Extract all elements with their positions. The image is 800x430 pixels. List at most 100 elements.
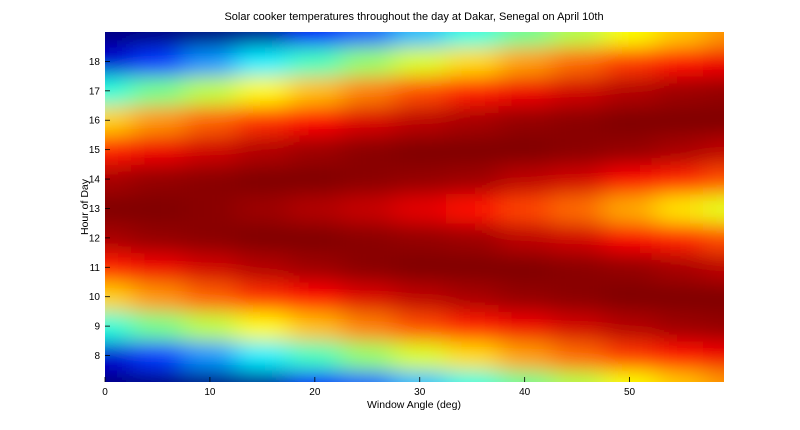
heatmap-cell [341,370,395,382]
heatmap-cell [183,252,237,283]
heatmap-cell [131,311,185,342]
heatmap-cell [498,370,552,382]
heatmap-cell [445,134,499,165]
y-tick-label: 8 [94,351,100,362]
heatmap-cell [703,76,724,107]
heatmap-cell [183,223,237,254]
y-tick-label: 11 [90,263,101,274]
x-tick-label: 10 [204,387,216,398]
heatmap-cell [288,32,342,48]
heatmap-cell [603,311,657,342]
heatmap-cell [393,164,447,195]
heatmap-cell [550,105,604,136]
heatmap-cell [288,311,342,342]
heatmap-cell [131,164,185,195]
heatmap-cell [603,164,657,195]
heatmap-cell [236,223,290,254]
heatmap-cell [655,311,704,342]
heatmap-cell [703,46,724,77]
heatmap-cell [341,105,395,136]
heatmap-cell [703,340,724,371]
heatmap-cell [131,46,185,77]
heatmap-cell [498,105,552,136]
heatmap-cell [236,46,290,77]
y-tick-label: 12 [89,233,101,244]
heatmap-cell [498,282,552,312]
heatmap-cell [236,134,290,165]
heatmap-cell [131,282,185,312]
heatmap-cell [288,223,342,254]
heatmap-cell [393,134,447,165]
heatmap-cell [498,76,552,107]
heatmap-cell [550,340,604,371]
heatmap-cell [105,32,132,48]
x-axis-label: Window Angle (deg) [367,399,461,411]
y-tick-label: 10 [89,292,101,303]
x-tick-label: 40 [519,387,531,398]
heatmap-cell [105,311,132,342]
heatmap-cell [655,282,704,312]
heatmap-cell [445,105,499,136]
heatmap-cell [236,105,290,136]
heatmap-cell [131,134,185,165]
heatmap-cell [498,193,552,224]
heatmap-cell [393,76,447,107]
heatmap-cell [393,311,447,342]
heatmap-cell [131,76,185,107]
heatmap-cell [288,252,342,283]
heatmap-cell [288,164,342,195]
heatmap-cell [603,76,657,107]
heatmap-cell [703,282,724,312]
heatmap-cell [603,370,657,382]
heatmap-cell [498,134,552,165]
heatmap-cell [603,252,657,283]
heatmap-cell [445,340,499,371]
heatmap-cell [341,340,395,371]
heatmap-cell [445,32,499,48]
heatmap-cell [236,340,290,371]
heatmap-cell [550,76,604,107]
heatmap-cell [445,223,499,254]
heatmap-cell [131,340,185,371]
heatmap-cell [703,134,724,165]
heatmap-cell [105,46,132,77]
heatmap-cell [183,282,237,312]
heatmap-cell [445,282,499,312]
heatmap-cell [288,105,342,136]
y-tick-label: 14 [89,175,101,186]
axes: 0 10 20 30 40 50 8 9 10 11 12 13 14 15 16 17 18 [89,57,636,398]
heatmap-cell [550,370,604,382]
heatmap-cell [236,32,290,48]
y-tick-label: 18 [89,57,101,68]
heatmap-cell [550,252,604,283]
heatmap-cell [393,32,447,48]
heatmap-cell [105,282,132,312]
heatmap-cell [288,46,342,77]
y-tick-label: 13 [89,204,101,215]
heatmap-cell [550,193,604,224]
plot-area [105,32,724,382]
heatmap-cell [445,370,499,382]
heatmap-cell [183,311,237,342]
heatmap-cell [341,32,395,48]
heatmap-cell [655,134,704,165]
heatmap-cell [393,193,447,224]
heatmap-cell [236,311,290,342]
heatmap-cell [288,370,342,382]
heatmap-cell [105,252,132,283]
y-tick-label: 17 [89,86,101,97]
heatmap-cell [183,32,237,48]
heatmap-cell [655,223,704,254]
heatmap-cell [655,340,704,371]
heatmap-cell [393,370,447,382]
heatmap-cell [341,311,395,342]
x-tick-label: 50 [624,387,636,398]
heatmap-cell [603,340,657,371]
heatmap-cell [131,193,185,224]
heatmap-cell [183,370,237,382]
heatmap-cell [603,282,657,312]
heatmap-cell [445,311,499,342]
heatmap-cell [288,193,342,224]
heatmap-cell [393,252,447,283]
